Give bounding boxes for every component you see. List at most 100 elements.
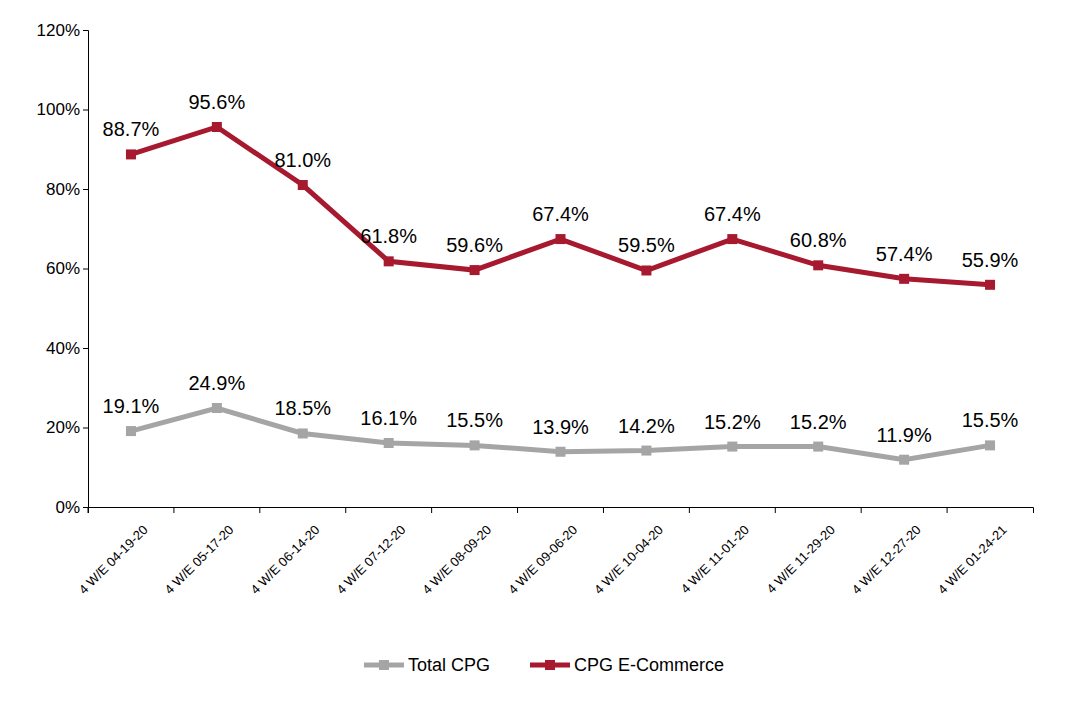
chart: 0%20%40%60%80%100%120%4 W/E 04-19-204 W/…	[0, 0, 1088, 707]
x-tick-label: 4 W/E 06-14-20	[247, 522, 322, 597]
x-tick: 4 W/E 10-04-20	[591, 507, 666, 597]
legend-item: CPG E-Commerce	[530, 655, 724, 675]
x-tick-label: 4 W/E 10-04-20	[591, 522, 666, 597]
x-tick-mark	[345, 507, 346, 513]
legend-marker	[545, 660, 555, 670]
y-tick: 40%	[46, 339, 88, 358]
y-tick: 80%	[46, 180, 88, 199]
x-tick-mark	[603, 507, 604, 513]
y-tick-mark	[83, 269, 88, 270]
marker	[298, 180, 308, 190]
x-tick-mark	[775, 507, 776, 513]
marker	[556, 447, 566, 457]
legend-label: Total CPG	[408, 655, 490, 675]
marker	[298, 428, 308, 438]
x-tick-mark	[517, 507, 518, 513]
y-tick-label: 40%	[46, 339, 80, 358]
x-tick-mark	[259, 507, 260, 513]
y-tick-label: 80%	[46, 180, 80, 199]
x-tick: 4 W/E 12-27-20	[849, 507, 924, 597]
legend-marker	[379, 660, 389, 670]
y-tick-label: 120%	[37, 21, 80, 40]
marker	[470, 440, 480, 450]
data-label: 24.9%	[189, 372, 246, 394]
y-axis: 0% 20% 40% 60% 80% 100% 120%	[37, 21, 89, 517]
x-tick-label: 4 W/E 11-01-20	[678, 522, 752, 596]
marker	[899, 455, 909, 465]
x-tick-label: 4 W/E 09-06-20	[505, 522, 580, 597]
marker	[126, 149, 136, 159]
y-tick: 0%	[55, 498, 88, 517]
series-line	[131, 408, 990, 460]
data-label: 57.4%	[876, 243, 933, 265]
legend-item: Total CPG	[364, 655, 490, 675]
marker	[212, 403, 222, 413]
y-tick-mark	[83, 428, 88, 429]
y-tick-mark	[83, 30, 88, 31]
marker	[556, 234, 566, 244]
marker	[212, 122, 222, 132]
x-tick: 4 W/E 06-14-20	[247, 507, 322, 597]
x-tick: 4 W/E 01-24-21	[935, 507, 1010, 597]
x-tick-mark	[861, 507, 862, 513]
series-line	[131, 127, 990, 285]
y-tick-label: 100%	[37, 100, 80, 119]
data-label: 16.1%	[360, 407, 417, 429]
marker	[641, 446, 651, 456]
data-label: 67.4%	[704, 203, 761, 225]
marker	[126, 426, 136, 436]
data-label: 15.5%	[446, 409, 503, 431]
x-tick-label: 4 W/E 12-27-20	[849, 522, 924, 597]
data-label: 61.8%	[360, 225, 417, 247]
x-tick: 4 W/E 09-06-20	[505, 507, 580, 597]
data-label: 14.2%	[618, 415, 675, 437]
marker	[384, 256, 394, 266]
data-label: 67.4%	[532, 203, 589, 225]
data-label: 60.8%	[790, 229, 847, 251]
y-tick: 60%	[46, 259, 88, 278]
x-tick-mark	[173, 507, 174, 513]
data-label: 19.1%	[103, 395, 160, 417]
x-tick-label: 4 W/E 05-17-20	[162, 522, 237, 597]
data-label: 95.6%	[189, 91, 246, 113]
x-tick-label: 4 W/E 01-24-21	[935, 522, 1010, 597]
x-tick: 4 W/E 11-29-20	[764, 507, 838, 596]
data-label: 15.5%	[962, 409, 1019, 431]
legend: Total CPG CPG E-Commerce	[364, 655, 724, 675]
x-tick: 4 W/E 11-01-20	[678, 507, 752, 596]
marker	[641, 265, 651, 275]
x-tick: 4 W/E 07-12-20	[333, 507, 408, 597]
marker	[899, 274, 909, 284]
y-tick-label: 60%	[46, 259, 80, 278]
x-tick-mark	[431, 507, 432, 513]
data-label: 11.9%	[877, 424, 932, 446]
x-tick-label: 4 W/E 08-09-20	[419, 522, 494, 597]
data-label: 81.0%	[274, 149, 331, 171]
x-tick: 4 W/E 08-09-20	[419, 507, 494, 597]
y-tick-mark	[83, 189, 88, 190]
x-tick-label: 4 W/E 11-29-20	[764, 522, 838, 596]
marker	[727, 234, 737, 244]
data-label: 18.5%	[274, 397, 331, 419]
data-label: 59.6%	[446, 234, 503, 256]
data-label: 15.2%	[790, 411, 847, 433]
data-label: 88.7%	[103, 118, 160, 140]
x-tick-mark	[689, 507, 690, 513]
y-tick-mark	[83, 507, 88, 508]
data-label: 59.5%	[618, 234, 675, 256]
y-axis-line	[83, 31, 89, 508]
x-tick-label: 4 W/E 07-12-20	[333, 522, 408, 597]
y-tick: 20%	[46, 418, 88, 437]
x-axis: 4 W/E 04-19-204 W/E 05-17-204 W/E 06-14-…	[76, 507, 1034, 597]
x-axis-line	[89, 508, 1034, 514]
marker	[727, 442, 737, 452]
y-tick-mark	[83, 348, 88, 349]
y-tick: 100%	[37, 100, 88, 119]
legend-label: CPG E-Commerce	[574, 655, 724, 675]
x-tick-mark	[88, 507, 89, 513]
x-tick: 4 W/E 04-19-20	[76, 507, 151, 597]
data-labels: 19.1%24.9%18.5%16.1%15.5%13.9%14.2%15.2%…	[103, 91, 1019, 446]
y-tick-label: 20%	[46, 418, 80, 437]
plot-area	[126, 122, 995, 465]
x-tick-label: 4 W/E 04-19-20	[76, 522, 151, 597]
